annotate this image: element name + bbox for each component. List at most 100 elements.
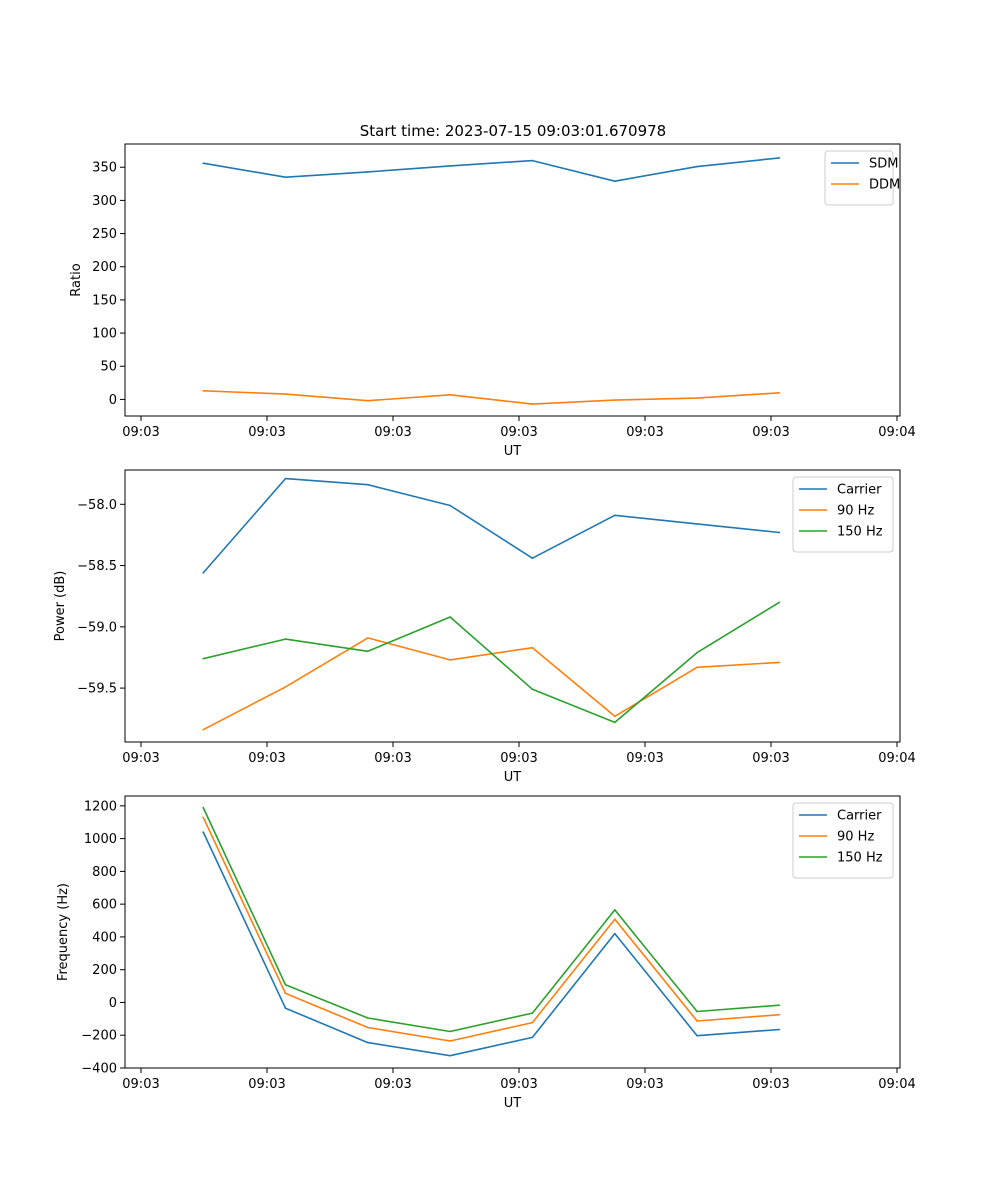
data-point-sdm <box>696 165 698 168</box>
x-axis-label: UT <box>504 770 522 785</box>
y-axis-label: Frequency (Hz) <box>56 883 71 981</box>
data-point-150-hz <box>202 657 204 660</box>
data-point-150-hz <box>613 721 616 724</box>
x-tick-label: 09:03 <box>374 751 411 766</box>
data-point-150-hz <box>696 1010 698 1013</box>
subplot-2: 09:03 09:03 09:03 09:03 09:03 09:03 09:04 −59.5… <box>53 469 916 785</box>
axes-frame <box>124 795 901 1069</box>
x-axis-label: UT <box>504 444 522 459</box>
x-tick-label: 09:03 <box>626 1077 663 1092</box>
data-point-150-hz <box>367 1017 369 1019</box>
y-tick-label: −58.5 <box>77 559 117 574</box>
x-tick-label: 09:03 <box>500 1077 537 1092</box>
y-tick-label: 0 <box>109 393 117 408</box>
legend-box <box>792 802 894 879</box>
y-tick-label: −59.5 <box>77 682 117 697</box>
data-point-carrier <box>613 932 616 935</box>
data-point-carrier <box>531 1036 534 1039</box>
y-tick-label: −58.0 <box>77 498 117 513</box>
data-point-150-hz <box>531 1012 534 1014</box>
data-point-150-hz <box>449 1030 451 1033</box>
data-point-ddm <box>613 399 616 401</box>
data-point-carrier <box>778 531 781 534</box>
data-point-150-hz <box>696 651 698 654</box>
data-point-90-hz <box>696 666 698 669</box>
legend: SDM DDM <box>824 150 900 206</box>
legend-label: 90 Hz <box>837 830 874 845</box>
series-line-sdm <box>203 157 780 182</box>
data-point-90-hz <box>613 715 616 718</box>
series-line-150-hz <box>202 807 780 1033</box>
y-tick-label: 800 <box>92 865 117 880</box>
data-point-90-hz <box>449 1040 451 1042</box>
x-tick-label: 09:03 <box>122 1077 159 1092</box>
y-tick-label: 200 <box>92 963 117 978</box>
data-point-ddm <box>531 403 534 405</box>
x-tick-label: 09:03 <box>752 1077 789 1092</box>
series-line-90-hz <box>202 816 780 1042</box>
x-tick-label: 09:03 <box>248 751 285 766</box>
data-point-carrier <box>284 1007 287 1009</box>
data-point-carrier <box>449 1054 451 1057</box>
data-point-150-hz <box>284 983 287 986</box>
data-point-carrier <box>531 557 534 560</box>
y-tick-label: 0 <box>109 996 117 1011</box>
series-line-carrier <box>202 477 780 574</box>
data-point-carrier <box>696 1034 698 1037</box>
data-point-150-hz <box>531 688 534 691</box>
data-point-90-hz <box>202 816 204 819</box>
x-tick-label: 09:03 <box>752 425 789 440</box>
x-tick-label: 09:03 <box>374 1077 411 1092</box>
axes-frame <box>124 469 901 743</box>
data-point-150-hz <box>778 601 781 604</box>
y-tick-label: 1000 <box>84 832 117 847</box>
legend-box <box>824 150 894 206</box>
subplots-group: 09:03 09:03 09:03 09:03 09:03 09:03 09:04 0 50 10… <box>53 143 916 1111</box>
data-point-sdm <box>613 180 616 182</box>
x-axis-label: UT <box>504 1096 522 1111</box>
legend-label: 90 Hz <box>837 504 874 519</box>
x-tick-label: 09:03 <box>122 751 159 766</box>
legend: Carrier 90 Hz 150 Hz <box>792 802 894 879</box>
x-tick-label: 09:03 <box>500 751 537 766</box>
y-tick-label: 200 <box>92 260 117 275</box>
x-tick-label: 09:04 <box>878 425 915 440</box>
y-tick-label: 250 <box>92 227 117 242</box>
data-point-sdm <box>284 176 287 178</box>
y-tick-label: −400 <box>81 1062 117 1077</box>
x-tick-label: 09:03 <box>752 751 789 766</box>
x-tick-label: 09:03 <box>626 425 663 440</box>
data-point-90-hz <box>284 686 287 688</box>
data-point-90-hz <box>778 661 781 664</box>
legend-label: Carrier <box>837 483 882 498</box>
y-tick-label: −200 <box>81 1029 117 1044</box>
series-line-150-hz <box>203 601 780 724</box>
data-point-90-hz <box>367 637 369 639</box>
series-line-ddm <box>203 390 780 405</box>
x-tick-label: 09:03 <box>122 425 159 440</box>
legend-label: DDM <box>869 178 900 193</box>
data-point-ddm <box>284 393 287 395</box>
data-point-carrier <box>284 477 287 480</box>
data-point-ddm <box>778 391 781 394</box>
y-tick-label: 300 <box>92 194 117 209</box>
legend-label: Carrier <box>837 809 882 824</box>
x-tick-label: 09:04 <box>878 751 915 766</box>
data-point-carrier <box>367 1041 369 1044</box>
legend-label: 150 Hz <box>837 525 883 540</box>
data-point-150-hz <box>367 650 369 653</box>
data-point-carrier <box>202 831 204 833</box>
data-point-90-hz <box>367 1026 369 1029</box>
data-point-90-hz <box>284 992 287 995</box>
y-tick-label: 600 <box>92 898 117 913</box>
y-tick-label: 50 <box>100 360 117 375</box>
axes-frame <box>124 143 901 417</box>
x-tick-label: 09:03 <box>248 425 285 440</box>
legend-box <box>792 476 894 553</box>
x-tick-label: 09:03 <box>626 751 663 766</box>
data-point-90-hz <box>449 659 451 661</box>
data-point-150-hz <box>449 616 451 618</box>
x-tick-label: 09:04 <box>878 1077 915 1092</box>
data-point-150-hz <box>613 909 616 911</box>
